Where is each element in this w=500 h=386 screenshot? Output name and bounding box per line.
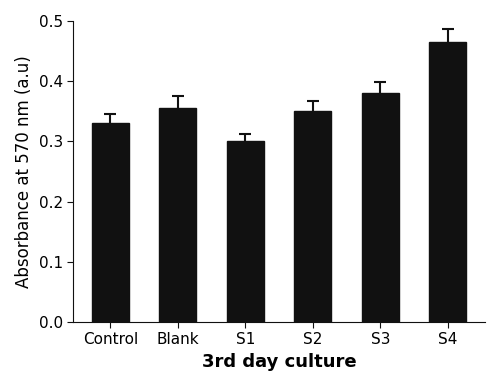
Y-axis label: Absorbance at 570 nm (a.u): Absorbance at 570 nm (a.u) xyxy=(15,55,33,288)
X-axis label: 3rd day culture: 3rd day culture xyxy=(202,353,356,371)
Bar xyxy=(160,108,196,322)
Bar xyxy=(92,124,129,322)
Bar xyxy=(294,111,332,322)
Bar xyxy=(227,141,264,322)
Bar xyxy=(362,93,399,322)
Bar xyxy=(429,42,467,322)
